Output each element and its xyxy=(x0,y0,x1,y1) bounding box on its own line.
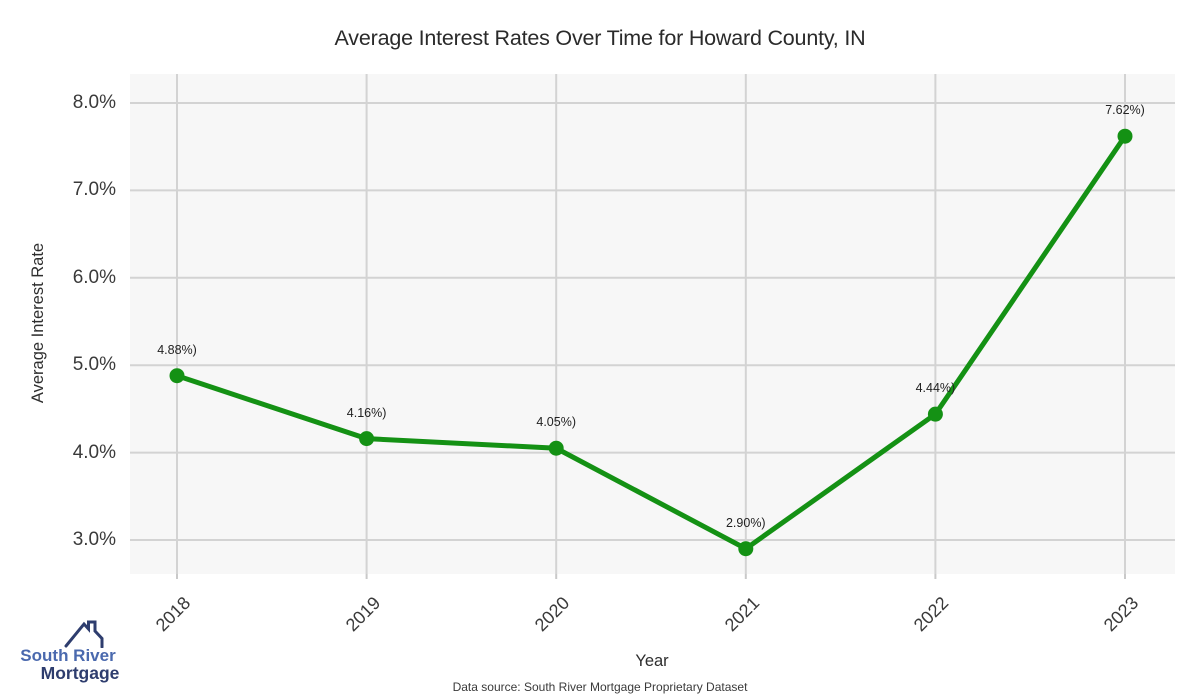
data-point xyxy=(738,541,754,557)
south-river-mortgage-logo: South River Mortgage xyxy=(12,598,124,688)
data-point xyxy=(359,431,375,447)
x-tick-label: 2023 xyxy=(1099,592,1143,636)
logo-text-line2: Mortgage xyxy=(40,663,120,683)
x-tick-label: 2019 xyxy=(341,592,384,636)
chart-title: Average Interest Rates Over Time for How… xyxy=(334,26,866,50)
y-tick-label: 6.0% xyxy=(72,266,116,288)
series-line xyxy=(176,134,1128,552)
x-tick-label: 2022 xyxy=(910,592,953,636)
data-point xyxy=(927,406,943,422)
data-point xyxy=(548,440,564,456)
y-tick-label: 5.0% xyxy=(72,354,116,376)
x-tick-label: 2021 xyxy=(720,592,764,636)
x-axis-label: Year xyxy=(635,652,669,670)
house-roof-icon xyxy=(64,618,108,649)
logo-text-line1: South River xyxy=(20,646,116,665)
y-tick-label: 8.0% xyxy=(72,92,116,113)
x-tick-label: 2020 xyxy=(530,592,574,636)
data-point xyxy=(169,368,185,384)
plot-canvas xyxy=(130,74,1175,579)
data-point xyxy=(1117,128,1133,144)
y-tick-label: 7.0% xyxy=(72,179,116,201)
plot-area: 4.88%) 4.16%) 4.05%) 2.90%) 4.44%) 7.62%) xyxy=(130,74,1175,579)
data-source-note: Data source: South River Mortgage Propri… xyxy=(452,680,748,694)
y-tick-label: 4.0% xyxy=(72,441,116,463)
y-axis-label: Average Interest Rate xyxy=(29,242,47,404)
y-tick-label: 3.0% xyxy=(72,529,116,550)
x-tick-label: 2018 xyxy=(151,592,195,636)
